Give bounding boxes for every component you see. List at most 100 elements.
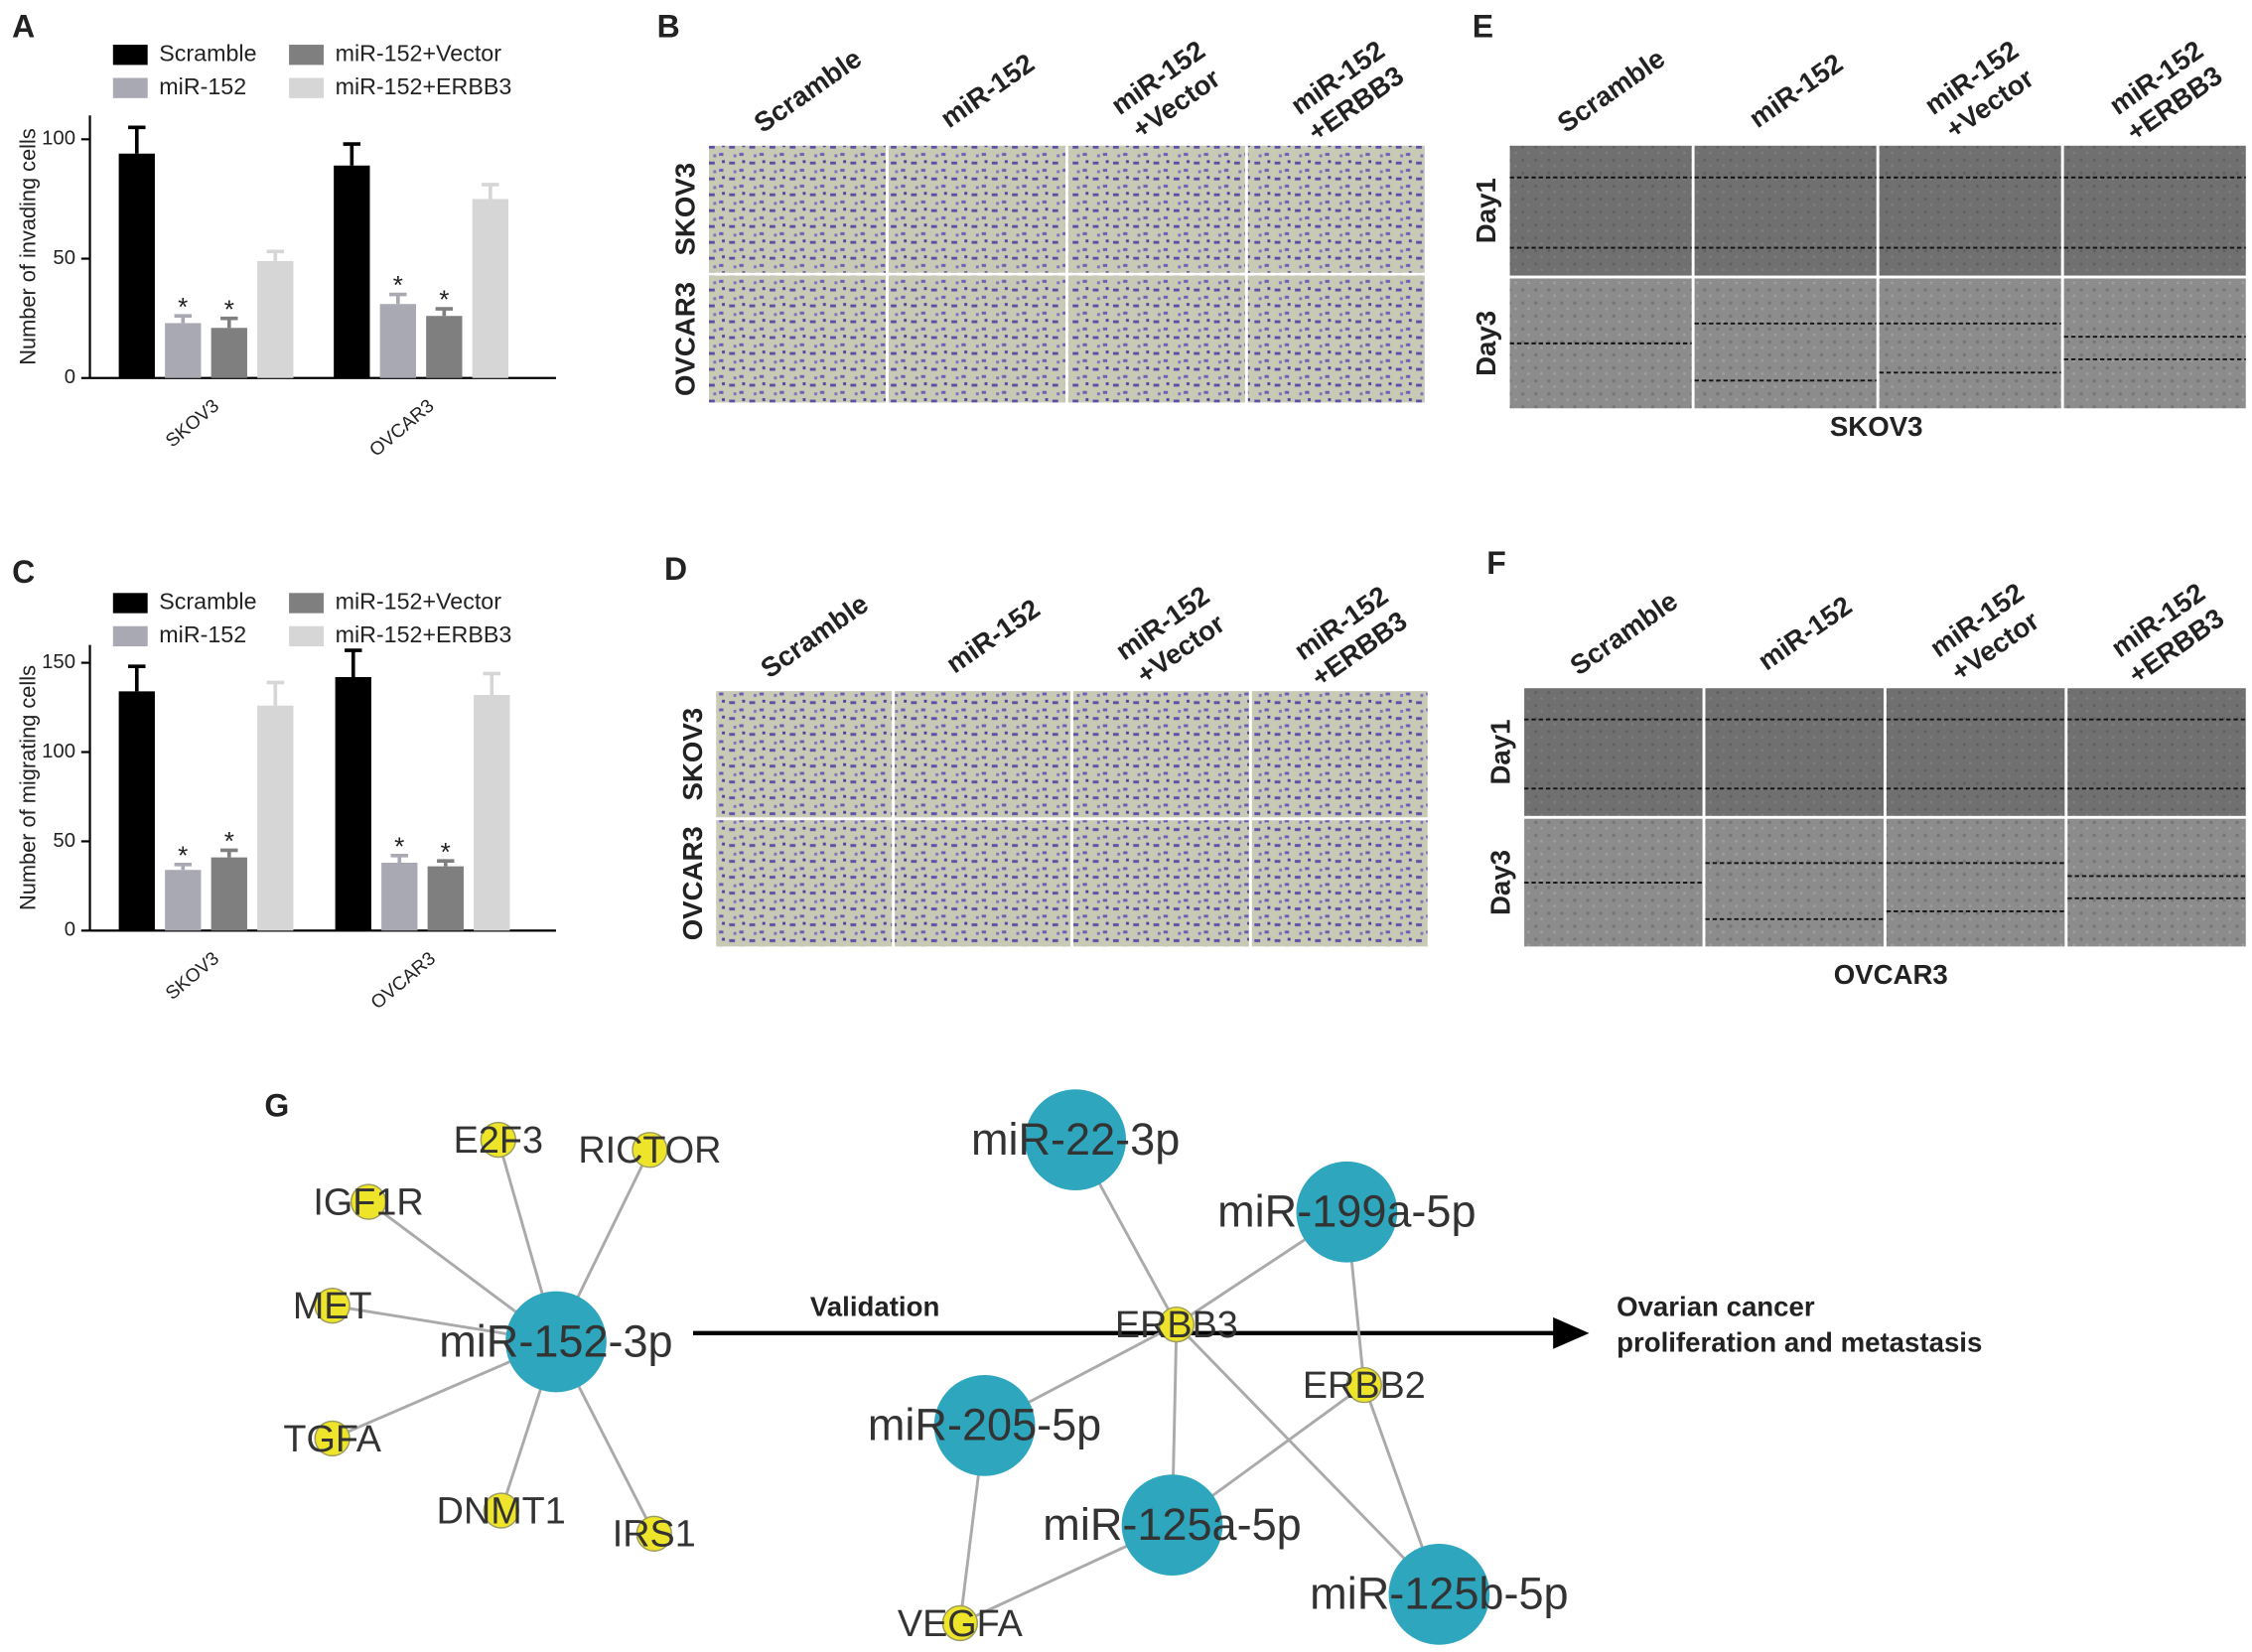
error-bar bbox=[220, 848, 238, 858]
node bbox=[505, 1291, 607, 1393]
legend-label: miR-152+ERBB3 bbox=[336, 73, 512, 99]
significance-marker: * bbox=[394, 831, 404, 861]
row-label: Day1 bbox=[1485, 720, 1516, 785]
y-tick-label: 0 bbox=[65, 919, 75, 941]
node bbox=[483, 1492, 519, 1529]
legend-swatch bbox=[112, 625, 148, 647]
bar bbox=[427, 866, 464, 931]
micrograph bbox=[1509, 145, 1692, 276]
node bbox=[635, 1515, 672, 1552]
node bbox=[314, 1420, 351, 1457]
legend-swatch bbox=[112, 45, 148, 66]
error-bar bbox=[345, 648, 362, 677]
error-bar bbox=[483, 671, 501, 695]
column-label: miR-152 bbox=[934, 48, 1040, 134]
significance-marker: * bbox=[393, 270, 403, 300]
bar bbox=[257, 705, 294, 931]
node-label: miR-125a-5p bbox=[1043, 1499, 1301, 1550]
bar bbox=[474, 694, 510, 931]
micrograph bbox=[1067, 275, 1245, 403]
node-label: ERBB3 bbox=[1115, 1305, 1238, 1346]
y-tick-label: 150 bbox=[42, 651, 75, 673]
micrograph bbox=[1247, 145, 1425, 273]
error-bar bbox=[390, 854, 408, 864]
bar bbox=[334, 165, 370, 378]
micrograph bbox=[1251, 691, 1428, 818]
error-bar bbox=[266, 680, 285, 706]
y-tick-label: 50 bbox=[53, 830, 75, 852]
node-label: miR-125b-5p bbox=[1310, 1569, 1568, 1619]
micrograph bbox=[709, 275, 887, 403]
node bbox=[632, 1132, 668, 1169]
micrograph bbox=[888, 275, 1065, 403]
node bbox=[941, 1604, 979, 1642]
legend-swatch bbox=[289, 625, 324, 647]
row-label: Day3 bbox=[1485, 850, 1516, 915]
bar bbox=[426, 316, 463, 378]
micrograph bbox=[2067, 818, 2246, 947]
y-axis-label: Number of invading cells bbox=[15, 128, 40, 365]
node-label: DNMT1 bbox=[437, 1490, 566, 1532]
legend-label: Scramble bbox=[159, 589, 256, 615]
panel-letter: D bbox=[664, 551, 687, 587]
legend-swatch bbox=[112, 593, 148, 614]
bar bbox=[381, 863, 418, 931]
column-label: Scramble bbox=[749, 43, 868, 139]
node bbox=[350, 1183, 387, 1220]
significance-marker: * bbox=[439, 285, 449, 315]
micrograph bbox=[1694, 145, 1877, 276]
legend-swatch bbox=[289, 45, 324, 66]
y-tick-label: 100 bbox=[42, 128, 75, 150]
node bbox=[1121, 1474, 1223, 1576]
legend-label: miR-152 bbox=[159, 73, 246, 99]
error-bar bbox=[343, 142, 361, 166]
significance-marker: * bbox=[178, 840, 188, 870]
bar bbox=[118, 153, 155, 378]
row-label: OVCAR3 bbox=[670, 282, 701, 396]
micrograph bbox=[1886, 818, 2065, 947]
micrograph bbox=[1705, 688, 1884, 816]
node bbox=[314, 1288, 351, 1324]
node-label: RICTOR bbox=[578, 1130, 721, 1171]
node-label: miR-199a-5p bbox=[1217, 1186, 1476, 1237]
node-label: ERBB2 bbox=[1303, 1365, 1426, 1407]
x-tick-label: SKOV3 bbox=[162, 948, 223, 1005]
node-label: TGFA bbox=[283, 1419, 381, 1460]
micrograph bbox=[1694, 278, 1877, 409]
bar bbox=[165, 323, 202, 378]
x-tick-label: OVCAR3 bbox=[367, 948, 440, 1014]
micrograph bbox=[895, 820, 1071, 947]
micrograph bbox=[716, 820, 893, 947]
bar bbox=[211, 328, 247, 378]
node-label: VEGFA bbox=[898, 1603, 1024, 1645]
micrograph bbox=[1524, 688, 1703, 816]
x-tick-label: SKOV3 bbox=[162, 395, 223, 452]
micrograph bbox=[1247, 275, 1425, 403]
legend-swatch bbox=[289, 593, 324, 614]
micrograph bbox=[1072, 691, 1249, 818]
column-label: miR-152 bbox=[940, 593, 1046, 679]
bar bbox=[379, 304, 416, 378]
node-label: miR-205-5p bbox=[868, 1400, 1101, 1450]
edge-label: Validation bbox=[810, 1291, 939, 1321]
error-bar bbox=[389, 292, 407, 305]
legend-label: miR-152+Vector bbox=[336, 40, 502, 66]
node-label: MET bbox=[293, 1286, 372, 1327]
column-label: Scramble bbox=[1564, 585, 1683, 681]
micrograph bbox=[1879, 145, 2061, 276]
panel-letter: G bbox=[264, 1088, 289, 1124]
legend-label: Scramble bbox=[159, 40, 256, 66]
legend-label: miR-152+ERBB3 bbox=[336, 621, 512, 647]
micrograph bbox=[1072, 820, 1249, 947]
micrograph bbox=[1879, 278, 2061, 409]
micrograph bbox=[895, 691, 1071, 818]
node-label: IGF1R bbox=[313, 1181, 423, 1223]
node-label: miR-152-3p bbox=[439, 1315, 672, 1366]
node-label: IRS1 bbox=[613, 1514, 696, 1556]
y-tick-label: 50 bbox=[53, 247, 75, 269]
legend-swatch bbox=[112, 77, 148, 98]
error-bar bbox=[266, 249, 285, 261]
error-bar bbox=[482, 183, 499, 200]
bar bbox=[335, 676, 371, 931]
